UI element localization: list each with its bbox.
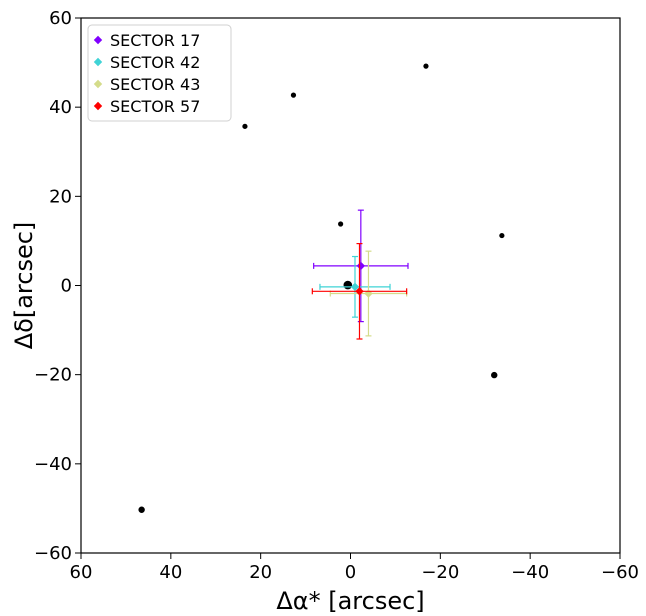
legend-label: SECTOR 17 (110, 31, 200, 50)
x-tick-label: 0 (345, 562, 356, 583)
y-axis-label: Δδ[arcsec] (10, 222, 38, 350)
y-tick-label: 20 (49, 186, 72, 207)
y-tick-label: −20 (34, 365, 72, 386)
series-point (329, 250, 408, 337)
legend: SECTOR 17 SECTOR 42 SECTOR 43 SECTOR 57 (87, 24, 232, 122)
y-tick-label: 40 (49, 97, 72, 118)
series-point (319, 255, 391, 318)
legend-marker (93, 57, 103, 67)
background-point (343, 280, 353, 290)
legend-marker (93, 101, 103, 111)
x-tick-label: −60 (601, 562, 639, 583)
x-tick-label: 60 (70, 562, 93, 583)
x-tick-label: −40 (511, 562, 549, 583)
background-point (499, 232, 505, 239)
background-point (138, 506, 145, 513)
legend-marker (93, 79, 103, 89)
legend-label: SECTOR 43 (110, 75, 200, 94)
background-point (242, 123, 248, 129)
diamond-marker (364, 289, 373, 298)
background-point (423, 63, 429, 69)
legend-frame (87, 24, 232, 122)
series-point (313, 209, 409, 323)
diamond-marker (355, 287, 364, 296)
y-tick-label: −60 (34, 543, 72, 564)
y-tick-label: −40 (34, 454, 72, 475)
background-point (491, 371, 498, 379)
diamond-marker (350, 282, 360, 292)
x-axis-label: Δα* [arcsec] (276, 587, 424, 615)
data-layer (138, 63, 505, 513)
background-point (290, 92, 297, 98)
series-point (311, 242, 408, 340)
x-tick-label: 20 (249, 562, 272, 583)
y-tick-label: 0 (61, 276, 72, 297)
legend-label: SECTOR 57 (110, 97, 200, 116)
x-tick-label: 40 (159, 562, 182, 583)
legend-label: SECTOR 42 (110, 53, 200, 72)
legend-marker (93, 35, 103, 45)
diamond-marker (356, 261, 366, 271)
background-point (338, 221, 344, 227)
y-tick-label: 60 (49, 8, 72, 29)
x-tick-label: −20 (421, 562, 459, 583)
